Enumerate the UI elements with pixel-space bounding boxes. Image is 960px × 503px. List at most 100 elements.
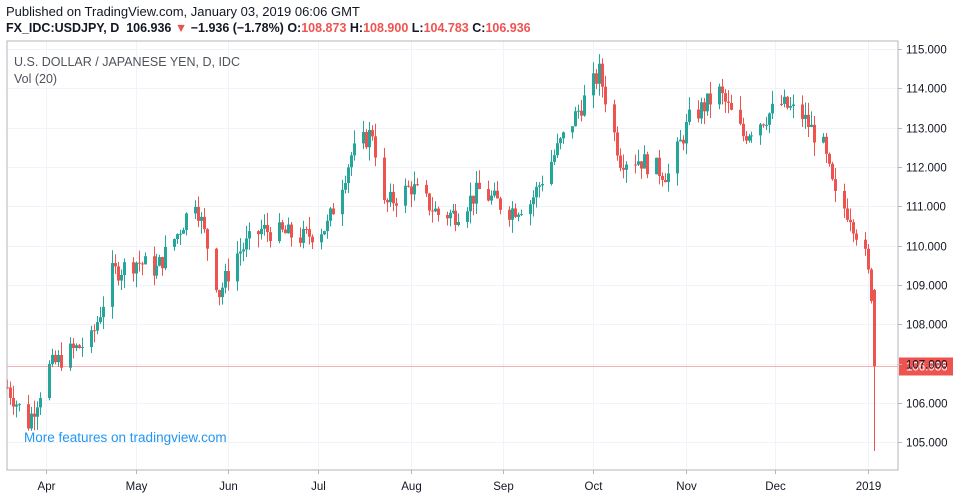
candle-body (36, 407, 39, 417)
candle-body (416, 184, 419, 186)
candle (248, 222, 251, 250)
candle-body (583, 95, 586, 116)
candle-body (194, 206, 197, 214)
candle (308, 216, 311, 245)
candle (144, 252, 147, 265)
candle-body (475, 182, 478, 204)
candle-body (487, 189, 490, 201)
candle-body (598, 63, 601, 84)
x-tick-label: Sep (493, 481, 513, 493)
candle (36, 401, 39, 430)
candle-body (867, 248, 870, 270)
candle (153, 246, 156, 286)
candle (302, 220, 305, 249)
candle (138, 250, 141, 272)
candle (637, 149, 640, 166)
chart-frame[interactable]: 106.936 115.000 114.000 113.000 112.000 111.… (6, 40, 954, 497)
candle (643, 145, 646, 169)
candle (326, 214, 329, 239)
candle-body (374, 136, 377, 158)
candle-body (120, 274, 123, 281)
candle-body (350, 155, 353, 168)
candle-body (556, 143, 559, 156)
candle-body (27, 404, 30, 429)
candle-body (111, 263, 114, 307)
y-tick-label: 109.000 (906, 281, 948, 293)
candle-body (185, 213, 188, 230)
candle-body (616, 132, 619, 156)
candle (745, 131, 748, 145)
candle-body (215, 248, 218, 291)
candle (592, 62, 595, 109)
candlestick-chart[interactable]: 106.936 115.000 114.000 113.000 112.000 111.… (6, 40, 954, 497)
candle (487, 180, 490, 202)
candle-body (269, 232, 272, 242)
candle-body (96, 322, 99, 331)
candle-body (469, 195, 472, 212)
x-tick-label: Nov (676, 481, 697, 493)
candle (520, 209, 523, 216)
candle-body (718, 86, 721, 105)
candle-body (577, 110, 580, 112)
candle (676, 137, 679, 186)
candle (242, 242, 245, 262)
candle (685, 113, 688, 155)
candle (344, 175, 347, 194)
candle (517, 212, 520, 222)
candle-body (765, 124, 768, 126)
candle-body (320, 234, 323, 243)
candle (281, 219, 284, 233)
candle-body (263, 224, 266, 229)
candle (284, 225, 287, 234)
candle-body (643, 154, 646, 169)
candle (454, 203, 457, 232)
down-arrow-icon: ▼ (174, 21, 188, 35)
candle (117, 261, 120, 286)
more-features-link[interactable]: More features on tradingview.com (24, 430, 227, 445)
candle-body (93, 330, 96, 332)
candle-body (221, 287, 224, 298)
close-label: C: (472, 21, 486, 35)
candle (646, 151, 649, 179)
candle (807, 102, 810, 138)
candle-body (138, 262, 141, 264)
candle (90, 325, 93, 354)
candle (9, 381, 12, 405)
candle-body (353, 143, 356, 156)
candle-body (299, 237, 302, 243)
candle (218, 289, 221, 306)
candle (33, 400, 36, 431)
candle-body (466, 211, 469, 222)
candle (311, 234, 314, 250)
candle-body (75, 345, 78, 349)
candle-body (828, 153, 831, 164)
candle (613, 99, 616, 142)
x-tick-label: Apr (38, 481, 56, 493)
candle (496, 180, 499, 199)
candle (742, 117, 745, 142)
candle (290, 222, 293, 247)
candle (661, 172, 664, 187)
candle-body (239, 251, 242, 254)
candle (786, 95, 789, 110)
candle (792, 94, 795, 119)
candle (69, 337, 72, 372)
candle (559, 136, 562, 150)
candle-body (742, 123, 745, 137)
candle (78, 344, 81, 349)
candle-body (646, 154, 649, 175)
candle-body (287, 224, 290, 234)
candle-body (852, 222, 855, 234)
y-tick-label: 105.000 (906, 438, 948, 450)
candle (721, 78, 724, 105)
candle (350, 152, 353, 176)
candle-body (132, 262, 135, 274)
candle (511, 201, 514, 233)
candle-body (580, 110, 583, 116)
candle-body (123, 262, 126, 275)
candle-body (813, 124, 816, 143)
candle-body (203, 216, 206, 230)
candle (194, 200, 197, 220)
candle (93, 324, 96, 343)
candle-body (99, 317, 102, 323)
